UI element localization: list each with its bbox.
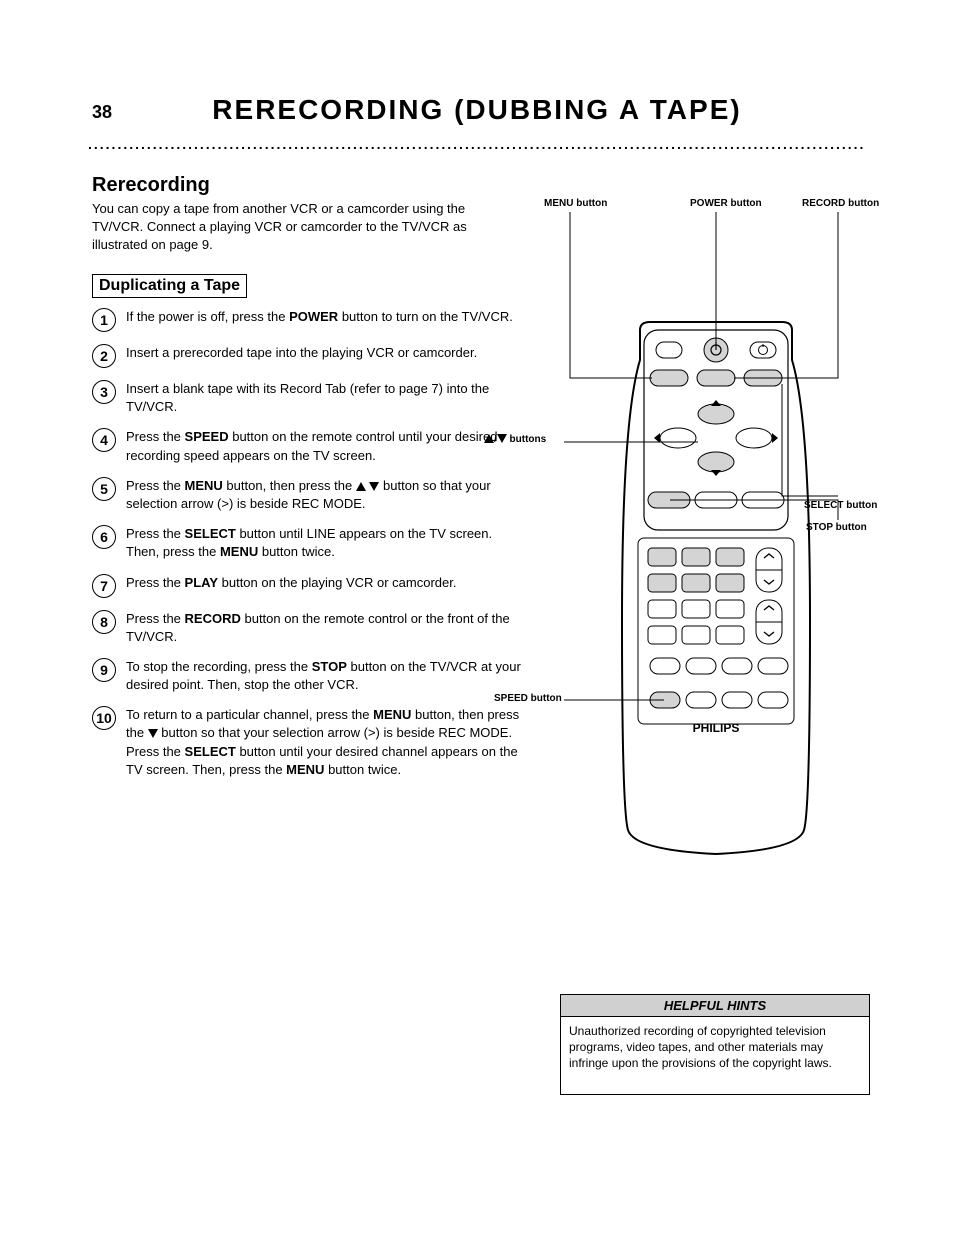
- divider-dots: ........................................…: [88, 136, 866, 152]
- step-item: 9 To stop the recording, press the STOP b…: [92, 658, 522, 694]
- step-body: Press the MENU button, then press the bu…: [126, 477, 522, 513]
- step-body: Insert a prerecorded tape into the playi…: [126, 344, 522, 368]
- callout-overlay: POWER button MENU button RECORD button S…: [540, 200, 880, 880]
- section-heading: Rerecording: [92, 174, 210, 197]
- step-item: 6 Press the SELECT button until LINE appe…: [92, 525, 522, 561]
- step-body: Press the SELECT button until LINE appea…: [126, 525, 522, 561]
- step-number: 4: [92, 428, 116, 452]
- helpful-hints-body: Unauthorized recording of copyrighted te…: [561, 1017, 869, 1094]
- step-number: 3: [92, 380, 116, 404]
- sub-section-heading: Duplicating a Tape: [92, 274, 247, 298]
- callout-speed: SPEED button: [494, 693, 562, 704]
- step-number: 6: [92, 525, 116, 549]
- step-item: 10 To return to a particular channel, pre…: [92, 706, 522, 779]
- step-item: 5 Press the MENU button, then press the b…: [92, 477, 522, 513]
- callout-updown: / buttons: [484, 434, 546, 445]
- page-title: RERECORDING (DUBBING A TAPE): [0, 94, 954, 126]
- step-number: 5: [92, 477, 116, 501]
- step-item: 3 Insert a blank tape with its Record Tab…: [92, 380, 522, 416]
- steps-list: 1 If the power is off, press the POWER bu…: [92, 308, 522, 791]
- callout-power: POWER button: [690, 198, 762, 209]
- helpful-hints-head: HELPFUL HINTS: [561, 995, 869, 1017]
- step-body: Press the PLAY button on the playing VCR…: [126, 574, 522, 598]
- step-item: 7 Press the PLAY button on the playing VC…: [92, 574, 522, 598]
- intro-paragraph: You can copy a tape from another VCR or …: [92, 200, 517, 255]
- step-body: To return to a particular channel, press…: [126, 706, 522, 779]
- step-body: Press the RECORD button on the remote co…: [126, 610, 522, 646]
- step-number: 7: [92, 574, 116, 598]
- helpful-hints-box: HELPFUL HINTS Unauthorized recording of …: [560, 994, 870, 1095]
- step-number: 2: [92, 344, 116, 368]
- callout-select: SELECT button: [804, 500, 877, 511]
- step-body: Insert a blank tape with its Record Tab …: [126, 380, 522, 416]
- step-item: 2 Insert a prerecorded tape into the play…: [92, 344, 522, 368]
- step-body: To stop the recording, press the STOP bu…: [126, 658, 522, 694]
- callout-record: RECORD button: [802, 198, 879, 209]
- step-number: 1: [92, 308, 116, 332]
- step-number: 9: [92, 658, 116, 682]
- step-number: 10: [92, 706, 116, 730]
- step-item: 1 If the power is off, press the POWER bu…: [92, 308, 522, 332]
- callout-stop: STOP button: [806, 522, 867, 533]
- callout-menu: MENU button: [544, 198, 607, 209]
- step-body: Press the SPEED button on the remote con…: [126, 428, 522, 464]
- step-number: 8: [92, 610, 116, 634]
- step-body: If the power is off, press the POWER but…: [126, 308, 522, 332]
- step-item: 8 Press the RECORD button on the remote c…: [92, 610, 522, 646]
- step-item: 4 Press the SPEED button on the remote co…: [92, 428, 522, 464]
